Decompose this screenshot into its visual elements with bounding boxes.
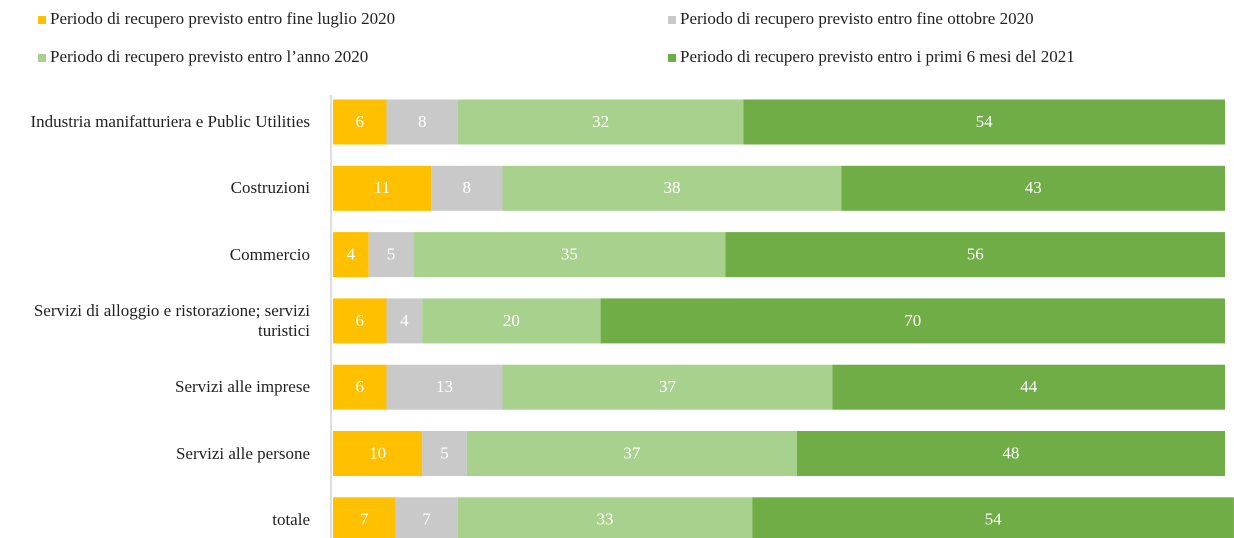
legend-swatch — [668, 54, 676, 62]
bar-segment — [502, 364, 833, 410]
bar-segment — [333, 165, 432, 211]
value-label: 5 — [387, 245, 396, 264]
legend-label: Periodo di recupero previsto entro l’ann… — [50, 47, 368, 66]
legend-label: Periodo di recupero previsto entro fine … — [50, 9, 395, 28]
bar-segment — [752, 497, 1234, 538]
value-label: 54 — [976, 112, 994, 131]
value-label: 6 — [356, 112, 365, 131]
category-label: Industria manifatturiera e Public Utilit… — [30, 112, 310, 131]
value-label: 37 — [659, 377, 677, 396]
category-label: Servizi alle persone — [175, 443, 310, 463]
bar-segment — [457, 99, 744, 145]
bar-segment — [333, 431, 423, 476]
bar-segment — [431, 165, 503, 211]
value-label: 33 — [597, 510, 614, 529]
value-label: 13 — [436, 377, 453, 396]
value-label: 70 — [904, 311, 921, 330]
value-label: 54 — [985, 510, 1003, 529]
value-label: 6 — [356, 311, 365, 330]
value-label: 5 — [440, 443, 449, 462]
legend-swatch — [38, 54, 46, 62]
bar-segment — [386, 298, 423, 344]
category-label: Costruzioni — [230, 178, 310, 198]
legend-swatch — [668, 16, 676, 24]
value-label: 4 — [400, 311, 409, 330]
value-label: 4 — [347, 245, 356, 264]
bar-segment — [466, 431, 797, 476]
legend-label: Periodo di recupero previsto entro fine … — [680, 9, 1034, 28]
value-label: 38 — [663, 178, 680, 197]
bar-segment — [422, 431, 467, 476]
bar-segment — [502, 165, 842, 211]
bar-segment — [600, 298, 1225, 344]
value-label: 35 — [561, 245, 578, 264]
value-label: 7 — [422, 510, 431, 529]
value-label: 6 — [356, 377, 365, 396]
value-label: 56 — [967, 245, 984, 264]
bar-segment — [832, 364, 1225, 410]
bar-segment — [333, 232, 369, 278]
bar-segment — [413, 232, 726, 278]
value-label: 48 — [1002, 443, 1019, 462]
value-label: 43 — [1025, 178, 1042, 197]
category-label: Servizi alle imprese — [174, 377, 310, 397]
bar-segment — [368, 232, 414, 278]
bar-segment — [386, 364, 503, 410]
bar-segment — [395, 497, 458, 538]
value-label: 11 — [374, 178, 390, 197]
category-label: totale — [272, 509, 310, 529]
bar-segment — [333, 364, 387, 410]
bar-segment — [457, 497, 753, 538]
value-label: 20 — [503, 311, 520, 330]
bar-segment — [333, 497, 396, 538]
bar-segment — [743, 99, 1225, 145]
value-label: 7 — [360, 510, 369, 529]
bar-segment — [725, 232, 1225, 278]
category-label: Servizi di alloggio e ristorazione; serv… — [33, 300, 310, 340]
legend-swatch — [38, 16, 46, 24]
value-label: 10 — [369, 443, 386, 462]
value-label: 37 — [623, 443, 641, 462]
value-label: 32 — [592, 112, 609, 131]
bar-segment — [386, 99, 458, 145]
bar-segment — [796, 431, 1225, 476]
bar-segment — [333, 298, 387, 344]
value-label: 8 — [418, 112, 427, 131]
category-label: Commercio — [229, 244, 310, 264]
bar-segment — [333, 99, 387, 145]
bar-segment — [422, 298, 601, 344]
value-label: 8 — [463, 178, 472, 197]
legend-label: Periodo di recupero previsto entro i pri… — [680, 47, 1075, 66]
bar-segment — [841, 165, 1225, 211]
value-label: 44 — [1020, 377, 1038, 396]
